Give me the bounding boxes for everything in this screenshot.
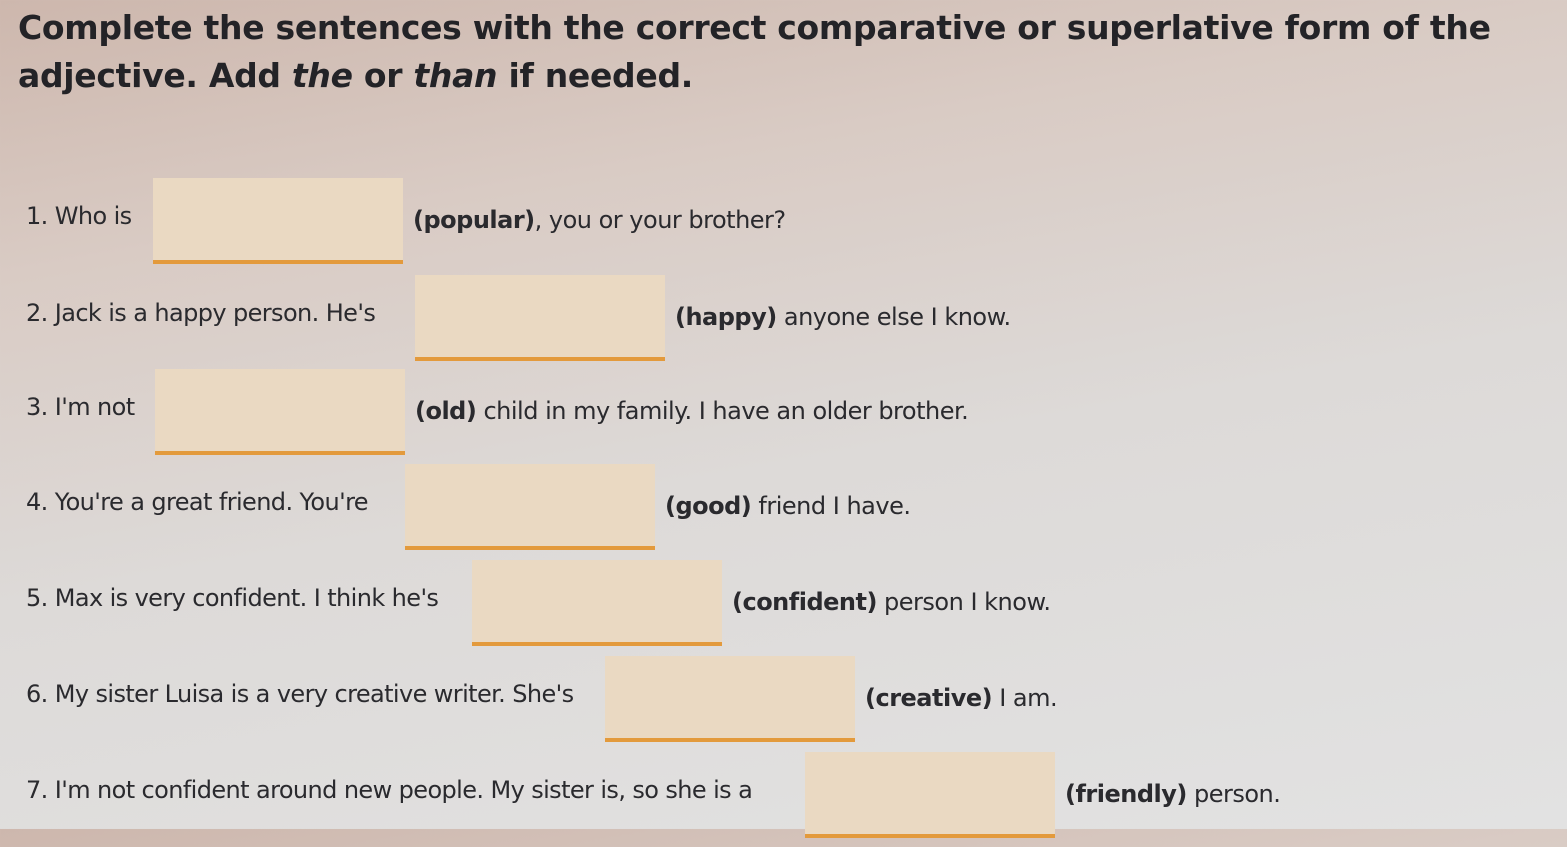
answer-input[interactable] (153, 178, 403, 264)
exercise-item: 5. Max is very confident. I think he's (… (0, 560, 1567, 655)
answer-input[interactable] (605, 656, 855, 742)
sentence-start: 7. I'm not confident around new people. … (26, 776, 753, 804)
adjective-hint: (popular) (413, 206, 535, 234)
adjective-hint: (creative) (865, 684, 993, 712)
sentence-end: (creative) I am. (865, 684, 1058, 712)
adjective-hint: (friendly) (1065, 780, 1187, 808)
answer-input[interactable] (405, 464, 655, 550)
instructions-the: the (291, 56, 353, 95)
exercise-item: 7. I'm not confident around new people. … (0, 752, 1567, 847)
sentence-start: 1. Who is (26, 202, 132, 230)
exercise-item: 3. I'm not (old) child in my family. I h… (0, 369, 1567, 464)
sentence-end: (confident) person I know. (732, 588, 1051, 616)
adjective-hint: (confident) (732, 588, 877, 616)
adjective-hint: (happy) (675, 303, 777, 331)
sentence-rest: child in my family. I have an older brot… (476, 397, 969, 425)
sentence-rest: , you or your brother? (534, 206, 787, 234)
adjective-hint: (old) (415, 397, 477, 425)
exercise-item: 1. Who is (popular), you or your brother… (0, 178, 1567, 273)
instructions-end: if needed. (497, 56, 694, 95)
adjective-hint: (good) (665, 492, 752, 520)
sentence-start: 5. Max is very confident. I think he's (26, 584, 439, 612)
sentence-end: (happy) anyone else I know. (675, 303, 1011, 331)
instructions-or: or (352, 56, 414, 95)
sentence-end: (popular), you or your brother? (413, 206, 786, 234)
sentence-rest: person I know. (876, 588, 1051, 616)
sentence-end: (good) friend I have. (665, 492, 911, 520)
sentence-end: (old) child in my family. I have an olde… (415, 397, 969, 425)
sentence-start: 6. My sister Luisa is a very creative wr… (26, 680, 574, 708)
answer-input[interactable] (415, 275, 665, 361)
sentence-start: 2. Jack is a happy person. He's (26, 299, 376, 327)
sentence-rest: I am. (992, 684, 1058, 712)
exercise-item: 2. Jack is a happy person. He's (happy) … (0, 275, 1567, 370)
sentence-rest: person. (1186, 780, 1281, 808)
exercise-item: 4. You're a great friend. You're (good) … (0, 464, 1567, 559)
sentence-rest: friend I have. (751, 492, 911, 520)
instructions-text: Complete the sentences with the correct … (18, 8, 1491, 95)
sentence-start: 4. You're a great friend. You're (26, 488, 369, 516)
answer-input[interactable] (155, 369, 405, 455)
exercise-item: 6. My sister Luisa is a very creative wr… (0, 656, 1567, 751)
instructions-heading: Complete the sentences with the correct … (18, 4, 1518, 100)
answer-input[interactable] (472, 560, 722, 646)
sentence-end: (friendly) person. (1065, 780, 1281, 808)
answer-input[interactable] (805, 752, 1055, 838)
instructions-than: than (413, 56, 498, 95)
sentence-rest: anyone else I know. (776, 303, 1011, 331)
sentence-start: 3. I'm not (26, 393, 135, 421)
